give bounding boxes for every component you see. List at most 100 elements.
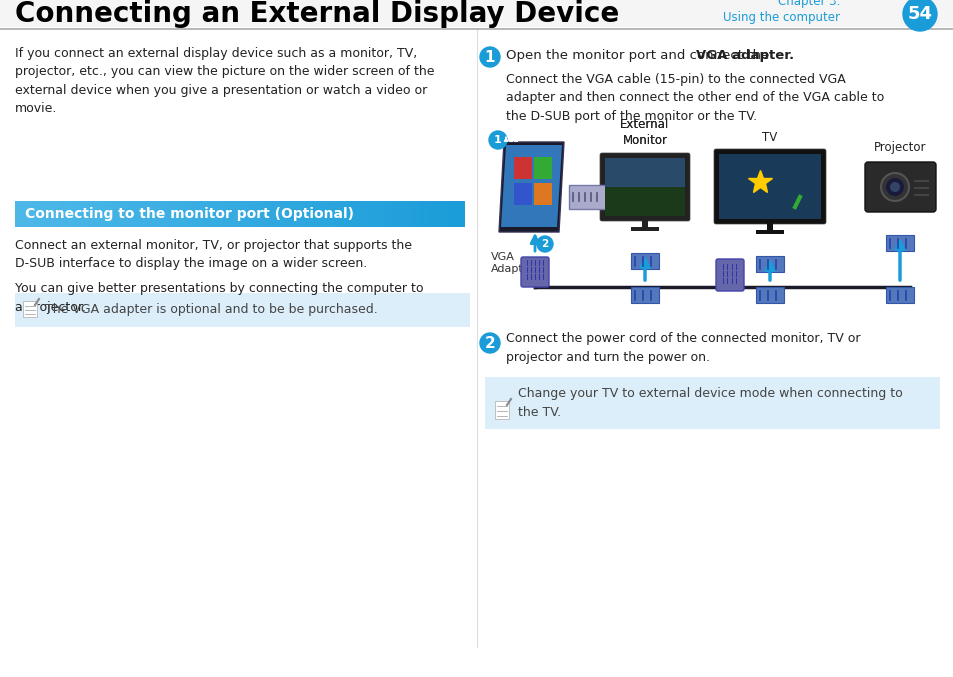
FancyBboxPatch shape xyxy=(113,201,123,227)
FancyBboxPatch shape xyxy=(366,201,375,227)
FancyBboxPatch shape xyxy=(484,377,939,429)
FancyBboxPatch shape xyxy=(320,201,330,227)
FancyBboxPatch shape xyxy=(755,230,783,234)
FancyBboxPatch shape xyxy=(275,201,285,227)
FancyBboxPatch shape xyxy=(356,201,366,227)
Text: 1: 1 xyxy=(494,135,501,145)
Text: You can give better presentations by connecting the computer to
a projector.: You can give better presentations by con… xyxy=(15,282,423,313)
FancyBboxPatch shape xyxy=(375,201,384,227)
FancyBboxPatch shape xyxy=(69,201,78,227)
Circle shape xyxy=(889,182,899,192)
Circle shape xyxy=(479,47,499,67)
FancyBboxPatch shape xyxy=(599,153,689,221)
Text: VGA
Adapter: VGA Adapter xyxy=(491,252,535,274)
FancyBboxPatch shape xyxy=(447,201,456,227)
FancyBboxPatch shape xyxy=(604,158,684,216)
FancyBboxPatch shape xyxy=(213,201,222,227)
Text: 2: 2 xyxy=(540,239,548,249)
FancyBboxPatch shape xyxy=(384,201,393,227)
FancyBboxPatch shape xyxy=(604,187,684,216)
FancyBboxPatch shape xyxy=(204,201,213,227)
FancyBboxPatch shape xyxy=(766,222,772,230)
FancyBboxPatch shape xyxy=(240,201,250,227)
FancyBboxPatch shape xyxy=(885,287,913,303)
Text: Connecting an External Display Device: Connecting an External Display Device xyxy=(15,0,618,28)
FancyBboxPatch shape xyxy=(755,287,783,303)
FancyBboxPatch shape xyxy=(338,201,348,227)
FancyBboxPatch shape xyxy=(285,201,294,227)
FancyBboxPatch shape xyxy=(630,253,659,269)
FancyBboxPatch shape xyxy=(604,158,684,187)
Text: Open the monitor port and connect the: Open the monitor port and connect the xyxy=(505,49,773,62)
Text: Change your TV to external device mode when connecting to
the TV.: Change your TV to external device mode w… xyxy=(517,387,902,419)
FancyBboxPatch shape xyxy=(42,201,51,227)
Text: TV: TV xyxy=(761,131,777,144)
FancyBboxPatch shape xyxy=(141,201,151,227)
FancyBboxPatch shape xyxy=(568,185,606,209)
Text: Connect the VGA cable (15-pin) to the connected VGA
adapter and then connect the: Connect the VGA cable (15-pin) to the co… xyxy=(505,73,883,123)
FancyBboxPatch shape xyxy=(105,201,114,227)
FancyBboxPatch shape xyxy=(713,149,825,224)
FancyBboxPatch shape xyxy=(755,256,783,272)
FancyBboxPatch shape xyxy=(78,201,88,227)
Text: 2: 2 xyxy=(484,336,495,351)
Text: 54: 54 xyxy=(906,5,931,23)
FancyBboxPatch shape xyxy=(393,201,402,227)
FancyBboxPatch shape xyxy=(194,201,204,227)
Text: Connect the power cord of the connected monitor, TV or
projector and turn the po: Connect the power cord of the connected … xyxy=(505,332,860,364)
FancyBboxPatch shape xyxy=(719,154,821,219)
FancyBboxPatch shape xyxy=(348,201,357,227)
FancyBboxPatch shape xyxy=(303,201,313,227)
FancyBboxPatch shape xyxy=(419,201,429,227)
Text: 1: 1 xyxy=(484,49,495,64)
FancyBboxPatch shape xyxy=(249,201,258,227)
FancyBboxPatch shape xyxy=(630,227,659,231)
FancyBboxPatch shape xyxy=(186,201,195,227)
FancyBboxPatch shape xyxy=(33,201,43,227)
FancyBboxPatch shape xyxy=(514,157,532,179)
FancyBboxPatch shape xyxy=(0,0,953,27)
FancyBboxPatch shape xyxy=(15,201,25,227)
FancyBboxPatch shape xyxy=(864,162,935,212)
FancyBboxPatch shape xyxy=(534,183,552,205)
FancyBboxPatch shape xyxy=(401,201,411,227)
FancyBboxPatch shape xyxy=(123,201,132,227)
FancyBboxPatch shape xyxy=(168,201,177,227)
FancyBboxPatch shape xyxy=(534,157,552,179)
Text: Projector: Projector xyxy=(873,141,925,154)
FancyBboxPatch shape xyxy=(495,401,509,419)
FancyBboxPatch shape xyxy=(23,301,37,317)
FancyBboxPatch shape xyxy=(294,201,303,227)
FancyBboxPatch shape xyxy=(15,293,470,327)
Circle shape xyxy=(479,333,499,353)
Text: External
Monitor: External Monitor xyxy=(619,118,669,147)
FancyBboxPatch shape xyxy=(630,287,659,303)
Circle shape xyxy=(537,236,553,252)
FancyBboxPatch shape xyxy=(60,201,70,227)
FancyBboxPatch shape xyxy=(150,201,159,227)
Text: Chapter 3.
Using the computer: Chapter 3. Using the computer xyxy=(722,0,840,24)
FancyBboxPatch shape xyxy=(222,201,232,227)
Text: Connect an external monitor, TV, or projector that supports the
D-SUB interface : Connect an external monitor, TV, or proj… xyxy=(15,239,412,271)
FancyBboxPatch shape xyxy=(719,154,821,219)
FancyBboxPatch shape xyxy=(411,201,420,227)
FancyBboxPatch shape xyxy=(885,235,913,251)
Polygon shape xyxy=(500,145,561,227)
FancyBboxPatch shape xyxy=(257,201,267,227)
FancyBboxPatch shape xyxy=(51,201,60,227)
FancyBboxPatch shape xyxy=(514,183,532,205)
FancyBboxPatch shape xyxy=(456,201,465,227)
FancyBboxPatch shape xyxy=(716,259,743,291)
Circle shape xyxy=(489,131,506,149)
FancyBboxPatch shape xyxy=(641,219,647,227)
Text: VGA adapter.: VGA adapter. xyxy=(696,49,793,62)
FancyBboxPatch shape xyxy=(231,201,240,227)
Circle shape xyxy=(885,178,903,196)
FancyBboxPatch shape xyxy=(267,201,276,227)
Text: Connecting to the monitor port (Optional): Connecting to the monitor port (Optional… xyxy=(25,207,354,221)
Circle shape xyxy=(902,0,936,31)
FancyBboxPatch shape xyxy=(312,201,321,227)
FancyBboxPatch shape xyxy=(520,257,548,287)
Circle shape xyxy=(880,173,908,201)
FancyBboxPatch shape xyxy=(132,201,141,227)
